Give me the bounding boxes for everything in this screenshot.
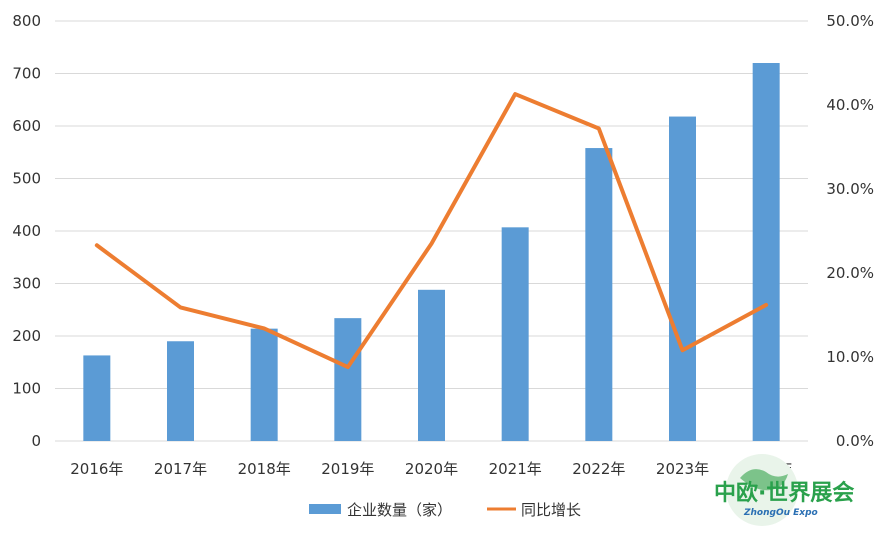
y-left-tick-label: 100 (12, 380, 41, 398)
legend-label-line: 同比增长 (521, 501, 581, 519)
x-tick-label: 2017年 (154, 460, 207, 478)
legend-swatch-bars (309, 504, 341, 514)
x-tick-label: 2020年 (405, 460, 458, 478)
growth-line (94, 92, 769, 370)
bar-series (83, 63, 780, 442)
x-tick-label: 2018年 (238, 460, 291, 478)
legend-label-bars: 企业数量（家） (347, 501, 452, 519)
y-left-tick-label: 700 (12, 65, 41, 83)
bar (752, 63, 780, 441)
legend: 企业数量（家） 同比增长 (309, 501, 581, 519)
y-left-tick-label: 500 (12, 170, 41, 188)
y-axis-left: 0 100 200 300 400 500 600 700 800 (12, 12, 41, 450)
bar (83, 355, 111, 441)
y-right-tick-label: 40.0% (826, 96, 874, 114)
y-right-tick-label: 30.0% (826, 180, 874, 198)
x-tick-label: 2022年 (572, 460, 625, 478)
x-tick-label: 2016年 (70, 460, 123, 478)
bar (250, 328, 278, 441)
bar (334, 318, 362, 441)
y-left-tick-label: 600 (12, 117, 41, 135)
watermark-title: 中欧·世界展会 (714, 480, 854, 506)
bar (501, 227, 529, 441)
bar (585, 148, 613, 442)
y-right-tick-label: 10.0% (826, 348, 874, 366)
y-left-tick-label: 200 (12, 327, 41, 345)
y-left-tick-label: 300 (12, 275, 41, 293)
watermark-subtitle: ZhongOu Expo (743, 508, 818, 518)
y-right-tick-label: 50.0% (826, 12, 874, 30)
y-left-tick-label: 0 (31, 432, 41, 450)
x-axis: 2016年 2017年 2018年 2019年 2020年 2021年 2022年 2023年… (70, 460, 793, 478)
bar (167, 341, 194, 441)
line-series (94, 92, 769, 370)
bar (418, 289, 445, 441)
x-tick-label: 2023年 (656, 460, 709, 478)
x-tick-label: 2019年 (321, 460, 374, 478)
y-right-tick-label: 20.0% (826, 264, 874, 282)
globe-icon (726, 454, 798, 526)
y-left-tick-label: 400 (12, 222, 41, 240)
bar (669, 116, 696, 442)
y-right-tick-label: 0.0% (836, 432, 874, 450)
watermark-logo: 中欧·世界展会 ZhongOu Expo (714, 454, 854, 526)
y-left-tick-label: 800 (12, 12, 41, 30)
x-tick-label: 2021年 (489, 460, 542, 478)
y-axis-right: 0.0% 10.0% 20.0% 30.0% 40.0% 50.0% (826, 12, 874, 450)
